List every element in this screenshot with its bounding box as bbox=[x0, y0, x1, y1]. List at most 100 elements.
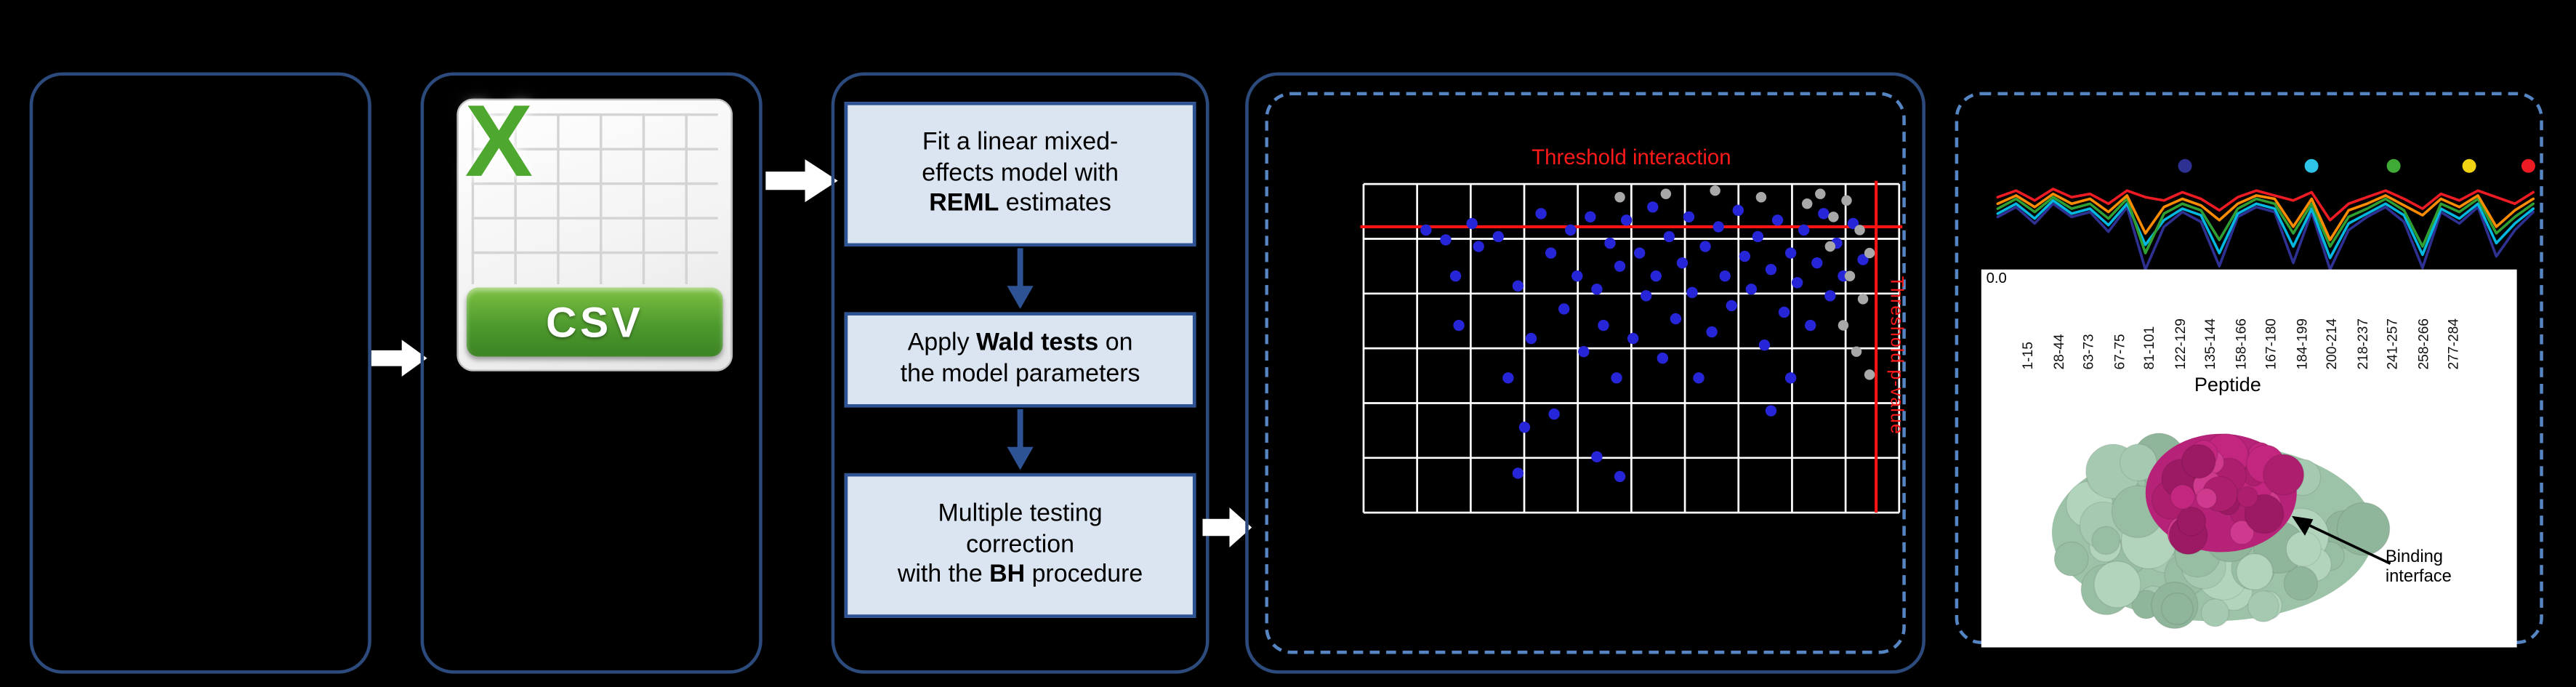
peptide-tick-label: 241-257 bbox=[2384, 318, 2402, 370]
significant-points-group bbox=[1420, 201, 1869, 483]
csv-page: X CSV bbox=[456, 86, 733, 371]
spreadsheet-grid bbox=[471, 113, 718, 285]
peptide-tick-label: 158-166 bbox=[2231, 318, 2249, 370]
data-point bbox=[1752, 230, 1764, 243]
data-point bbox=[1693, 372, 1704, 384]
peptide-tick-label: 167-180 bbox=[2262, 318, 2279, 370]
data-point bbox=[1755, 191, 1767, 203]
data-point bbox=[1844, 270, 1856, 281]
data-point bbox=[1778, 306, 1790, 318]
data-point bbox=[1565, 224, 1577, 236]
profile-line-orange bbox=[1996, 192, 2535, 241]
data-point bbox=[1765, 405, 1777, 417]
data-point bbox=[1824, 241, 1836, 252]
panel-step-1 bbox=[29, 72, 371, 674]
peptide-tick-label: 81-101 bbox=[2141, 326, 2157, 370]
data-point bbox=[1815, 188, 1826, 199]
data-point bbox=[1670, 313, 1682, 325]
data-point bbox=[1525, 332, 1537, 345]
data-point bbox=[1453, 319, 1465, 332]
binding-interface-label: Binding interface bbox=[2385, 547, 2452, 587]
peptide-tick-label: 218-237 bbox=[2354, 318, 2371, 370]
data-point bbox=[1545, 247, 1557, 259]
data-point bbox=[1633, 247, 1646, 259]
flow-step-reml-text: Fit a linear mixed- effects model with R… bbox=[922, 128, 1119, 220]
profile-line-red bbox=[1996, 188, 2535, 222]
data-point bbox=[1745, 284, 1758, 295]
data-point bbox=[1614, 191, 1625, 203]
protein-structure-image bbox=[2051, 433, 2391, 630]
data-point bbox=[1420, 224, 1432, 236]
flow-step-reml: Fit a linear mixed- effects model with R… bbox=[844, 102, 1196, 247]
binding-interface-arrow bbox=[2291, 515, 2391, 565]
data-point bbox=[1811, 257, 1823, 269]
data-point bbox=[1502, 372, 1514, 384]
data-point bbox=[1449, 270, 1462, 282]
peptide-axis-ticks: 1-15 28-44 63-73 67-75 81-101 122-129 135-144 1… bbox=[2019, 274, 2462, 370]
data-point bbox=[1660, 188, 1672, 199]
flow-step-wald-text: Apply Wald tests on the model parameters bbox=[901, 329, 1140, 391]
data-point bbox=[1627, 332, 1639, 345]
data-point bbox=[1732, 204, 1744, 216]
data-point bbox=[1824, 290, 1836, 302]
volcano-scatter-plot bbox=[1360, 180, 1903, 514]
flow-step-wald: Apply Wald tests on the model parameters bbox=[844, 312, 1196, 408]
flow-arrow-right-2 bbox=[765, 159, 838, 203]
data-point bbox=[1841, 195, 1852, 206]
data-point bbox=[1784, 247, 1797, 259]
legend-dot bbox=[2521, 158, 2535, 173]
data-point bbox=[1578, 345, 1590, 358]
data-point bbox=[1591, 284, 1603, 295]
data-point bbox=[1765, 263, 1777, 276]
data-point bbox=[1838, 320, 1849, 331]
data-point bbox=[1686, 286, 1698, 299]
volcano-side-label: Threshold p-value bbox=[1885, 276, 1906, 435]
data-point bbox=[1614, 260, 1626, 272]
flow-step-reml-pre: Fit a linear mixed- effects model with bbox=[922, 128, 1119, 187]
csv-banner: CSV bbox=[466, 287, 723, 357]
data-point bbox=[1739, 250, 1751, 262]
data-point bbox=[1847, 217, 1859, 230]
data-point bbox=[1758, 339, 1771, 351]
flow-arrow-down-1 bbox=[1007, 248, 1034, 309]
grid-lines bbox=[1362, 182, 1901, 514]
peptide-tick-label: 122-129 bbox=[2171, 318, 2188, 370]
csv-file-icon: X CSV bbox=[456, 86, 733, 371]
data-point bbox=[1771, 214, 1784, 226]
data-point bbox=[1699, 241, 1711, 252]
flow-step-bh: Multiple testing correction with the BH … bbox=[844, 473, 1196, 618]
panel-volcano-dashed bbox=[1265, 92, 1906, 654]
peptide-tick-label: 200-214 bbox=[2323, 318, 2340, 370]
data-point bbox=[1620, 214, 1633, 226]
data-point bbox=[1791, 277, 1803, 289]
data-point bbox=[1857, 294, 1869, 305]
legend-dot bbox=[2386, 158, 2401, 173]
data-point bbox=[1712, 221, 1724, 233]
legend-dot bbox=[2178, 158, 2192, 173]
data-point bbox=[1657, 353, 1669, 364]
data-point bbox=[1598, 319, 1609, 332]
flow-arrow-right-1 bbox=[371, 340, 427, 377]
data-point bbox=[1706, 326, 1718, 338]
data-point bbox=[1641, 290, 1652, 302]
profile-line-blue bbox=[1996, 202, 2535, 271]
volcano-title: Threshold interaction bbox=[1531, 144, 1731, 169]
data-point bbox=[1585, 211, 1596, 223]
data-point bbox=[1851, 346, 1862, 357]
csv-banner-label: CSV bbox=[545, 296, 644, 346]
peptide-tick-label: 184-199 bbox=[2293, 318, 2310, 370]
peptide-tick-label: 135-144 bbox=[2202, 318, 2218, 370]
data-point bbox=[1650, 270, 1662, 282]
data-point bbox=[1548, 408, 1560, 420]
panel-statistics-flow bbox=[831, 72, 1209, 674]
binding-site-surface bbox=[2145, 433, 2305, 555]
data-point bbox=[1591, 451, 1603, 463]
data-point bbox=[1614, 470, 1626, 483]
data-point bbox=[1535, 208, 1547, 220]
data-point bbox=[1857, 254, 1869, 265]
profile-lines-group bbox=[1996, 188, 2535, 271]
data-point bbox=[1466, 217, 1478, 230]
flow-step-bh-post: procedure bbox=[1025, 561, 1143, 590]
y-axis-tick: 0.0 bbox=[1986, 269, 2007, 286]
